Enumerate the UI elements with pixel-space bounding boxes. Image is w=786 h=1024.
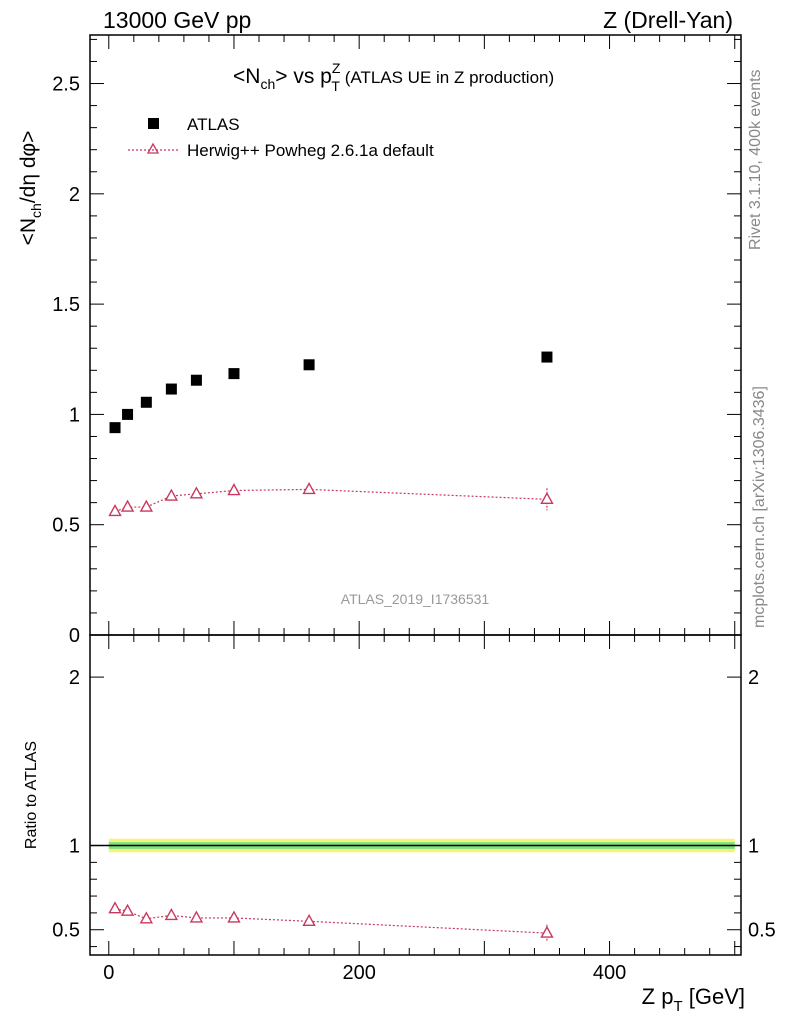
ratio-series-herwig [108,901,554,942]
main-herwig-line [114,488,547,513]
ratio-panel: 0.5 0.5 1 1 2 2 0 200 400 Ratio to ATLAS Z pT [… [23,634,776,1015]
main-y-tick-label: 2.5 [52,74,80,96]
ratio-herwig-point [108,901,122,914]
ratio-y-ticks [90,676,741,948]
legend-marker-herwig [146,142,160,154]
main-herwig-point [302,481,316,495]
ratio-herwig-point [540,925,554,938]
header-right: Z (Drell-Yan) [603,7,733,33]
atlas-point [109,422,121,434]
main-herwig-point [540,491,554,505]
atlas-point [140,396,152,408]
legend-label-atlas: ATLAS [187,115,240,134]
main-y-tick-label: 0.5 [52,515,80,537]
ratio-x-ticks [108,635,736,955]
ratio-herwig-point [164,907,179,921]
ratio-y-tick-label: 2 [69,667,80,689]
main-herwig-point [139,499,154,512]
ratio-y-tick-label-right: 2 [748,667,759,689]
main-panel: 0.5 1 1.5 2 2.5 0 <Nch> vs pZ T (ATLAS UE in … [17,34,742,647]
atlas-point [122,408,134,420]
ratio-y-tick-label: 1 [69,836,80,858]
main-zero-label: 0 [69,625,80,647]
ratio-herwig-point [227,910,241,923]
ratio-x-tick-label: 200 [342,962,375,984]
ratio-herwig-line [114,908,547,934]
main-y-tick-label: 2 [69,184,80,206]
main-herwig-point [108,504,122,517]
header-left: 13000 GeV pp [103,7,251,33]
ratio-herwig-point [139,911,154,924]
ratio-uncertainty-bands [90,838,741,853]
mcplots-label: mcplots.cern.ch [arXiv:1306.3436] [751,386,768,628]
main-series-herwig [108,481,554,517]
ratio-y-tick-label: 0.5 [52,920,80,942]
main-title: <Nch> vs pZ T (ATLAS UE in Z production) [233,60,554,94]
main-y-tick-label: 1.5 [52,294,80,316]
main-herwig-point [120,499,135,512]
ratio-herwig-point [302,913,316,927]
legend-label-herwig: Herwig++ Powheg 2.6.1a default [187,141,434,160]
main-herwig-point [164,488,179,501]
main-herwig-point [189,486,204,499]
ratio-x-tick-label: 0 [103,962,114,984]
ratio-xlabel: Z pT [GeV] [642,984,745,1015]
main-ylabel: <Nch/dη dφ> [17,131,44,246]
atlas-point [541,351,553,363]
legend-marker-atlas [148,118,159,129]
ratio-y-tick-labels: 0.5 0.5 1 1 2 2 [52,667,776,942]
ratio-y-tick-label-right: 1 [748,836,759,858]
atlas-point [303,359,315,371]
legend: ATLAS Herwig++ Powheg 2.6.1a default [128,115,434,160]
main-y-tick-label: 1 [69,404,80,426]
main-y-tick-labels: 0.5 1 1.5 2 2.5 [52,74,80,537]
ratio-x-tick-labels: 0 200 400 [103,962,626,984]
rivet-label: Rivet 3.1.10, 400k events [747,69,764,250]
ratio-ylabel: Ratio to ATLAS [23,741,40,849]
main-series-atlas [109,351,553,434]
analysis-watermark: ATLAS_2019_I1736531 [341,591,490,607]
ratio-herwig-point [120,903,135,916]
ratio-herwig-point [189,910,204,923]
ratio-x-tick-label: 400 [593,962,626,984]
atlas-point [228,368,240,380]
ratio-y-tick-label-right: 0.5 [748,920,776,942]
atlas-point [190,374,202,386]
main-y-ticks [90,35,741,635]
atlas-point [165,383,177,395]
main-herwig-point [227,483,241,496]
ratio-frame [89,634,742,956]
